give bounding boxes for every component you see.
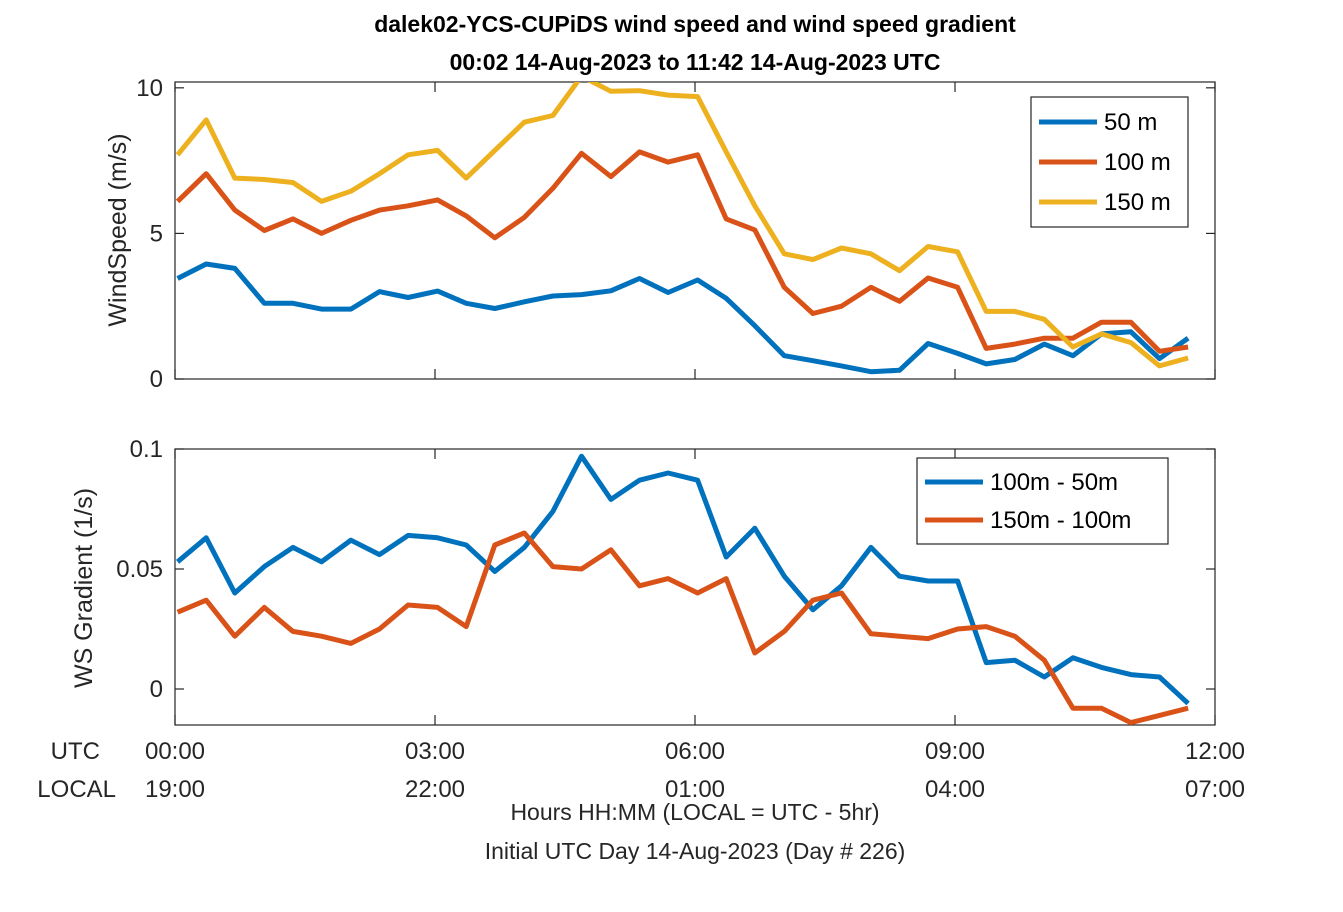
ws-legend-label-0: 50 m: [1104, 109, 1157, 136]
grad-series-line-1: [176, 530, 1189, 725]
chart-title-line2: 00:02 14-Aug-2023 to 11:42 14-Aug-2023 U…: [450, 49, 941, 75]
grad-ytick-label: 0.1: [130, 436, 163, 463]
local-tick-label: 19:00: [145, 776, 205, 803]
ws-series-line-2: [175, 82, 1189, 369]
x-axis-note-line1: Hours HH:MM (LOCAL = UTC - 5hr): [510, 799, 879, 825]
x-axis-note-line2: Initial UTC Day 14-Aug-2023 (Day # 226): [485, 838, 906, 864]
utc-tick-label: 12:00: [1185, 738, 1245, 765]
local-tick-label: 22:00: [405, 776, 465, 803]
utc-row-label: UTC: [51, 738, 100, 765]
ws-series-line-0: [176, 261, 1190, 375]
ws-ytick-label: 10: [136, 75, 163, 102]
wind-speed-legend: 50 m 100 m 150 m: [1030, 96, 1189, 228]
utc-tick-label: 06:00: [665, 738, 725, 765]
ws-series-line-1: [175, 149, 1189, 354]
ws-legend-label-1: 100 m: [1104, 149, 1171, 176]
ws-gradient-plot: 0 0.05 0.1: [116, 436, 1216, 725]
ws-legend-label-2: 150 m: [1104, 189, 1171, 216]
x-tick-labels: 00:00 19:00 03:00 22:00 06:00 01:00 09:00 04:00…: [145, 738, 1245, 803]
ws-ytick-label: 0: [150, 366, 163, 393]
wind-speed-plot: 0 5 10: [136, 75, 1216, 393]
grad-legend-label-0: 100m - 50m: [990, 469, 1118, 496]
local-tick-label: 07:00: [1185, 776, 1245, 803]
grad-legend-label-1: 150m - 100m: [990, 507, 1131, 534]
utc-tick-label: 09:00: [925, 738, 985, 765]
utc-tick-label: 03:00: [405, 738, 465, 765]
grad-series-line-0: [175, 453, 1190, 706]
utc-tick-label: 00:00: [145, 738, 205, 765]
local-tick-label: 04:00: [925, 776, 985, 803]
grad-ytick-label: 0.05: [116, 556, 163, 583]
wind-speed-ylabel: WindSpeed (m/s): [104, 133, 132, 326]
local-row-label: LOCAL: [37, 776, 116, 803]
grad-ytick-label: 0: [150, 676, 163, 703]
ws-gradient-ylabel: WS Gradient (1/s): [70, 488, 98, 688]
ws-gradient-legend: 100m - 50m 150m - 100m: [916, 457, 1169, 545]
local-tick-label: 01:00: [665, 776, 725, 803]
chart-title-line1: dalek02-YCS-CUPiDS wind speed and wind s…: [374, 11, 1016, 37]
grad-legend-box: [916, 457, 1169, 545]
ws-ytick-label: 5: [150, 220, 163, 247]
